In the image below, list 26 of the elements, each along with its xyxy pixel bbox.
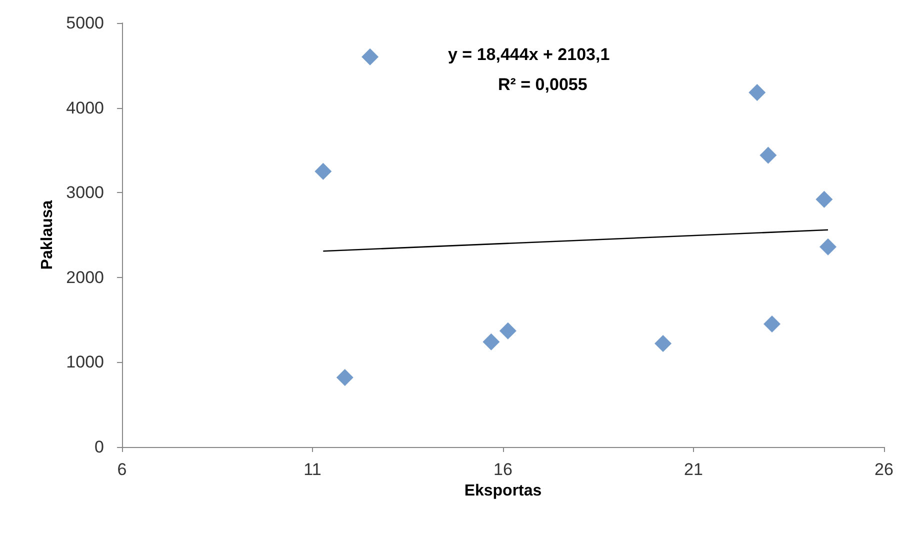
y-tick-label: 5000 [66,14,104,32]
y-tick-label: 4000 [66,98,104,118]
point [482,333,500,350]
annotation: y = 18,444x + 2103,1 [448,45,610,64]
point [654,335,672,352]
point [362,48,379,66]
y-tick-label: 0 [94,438,104,456]
x-tick-label: 6 [117,460,127,479]
point [816,190,833,208]
point [336,368,354,386]
point [760,146,777,164]
x-tick-label: 11 [304,460,322,479]
x-axis-title: Eksportas [464,482,542,500]
x-tick-label: 26 [874,460,894,479]
y-tick-label: 3000 [66,183,104,202]
point [819,238,836,256]
point [499,322,516,340]
y-axis-title: Paklausa [38,200,56,270]
y-tick-label: 2000 [66,268,104,287]
point [763,316,780,333]
x-tick-label: 21 [684,460,703,479]
y-tick-label: 1000 [66,352,104,372]
point [748,84,766,102]
annotation: R² = 0,0055 [498,75,588,94]
point [314,162,332,180]
x-tick-label: 16 [494,460,512,479]
